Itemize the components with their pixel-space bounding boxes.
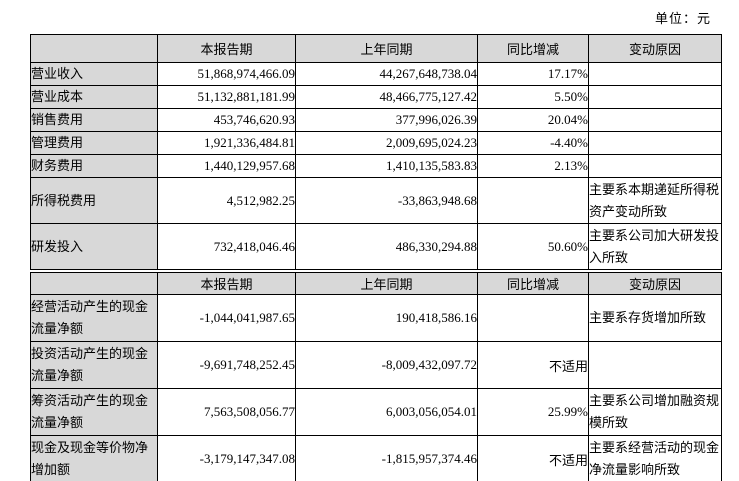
table-row-selling-expenses: 销售费用 453,746,620.93 377,996,026.39 20.04…	[30, 108, 722, 132]
income-statement-table: 本报告期 上年同期 同比增减 变动原因 营业收入 51,868,974,466.…	[30, 34, 722, 270]
change-reason: 主要系本期递延所得税资产变动所致	[588, 177, 722, 224]
yoy-change-value	[477, 294, 589, 342]
change-reason	[588, 108, 722, 132]
table-row-net-cash-increase: 现金及现金等价物净增加额 -3,179,147,347.08 -1,815,95…	[30, 435, 722, 481]
current-period-value: -1,044,041,987.65	[157, 294, 296, 342]
prior-period-value: 486,330,294.88	[295, 223, 478, 270]
table2-header-yoy-change: 同比增减	[477, 272, 589, 295]
table-row-admin-expenses: 管理费用 1,921,336,484.81 2,009,695,024.23 -…	[30, 131, 722, 155]
table-row-rd-investment: 研发投入 732,418,046.46 486,330,294.88 50.60…	[30, 223, 722, 270]
change-reason: 主要系存货增加所致	[588, 294, 722, 342]
row-label: 研发投入	[30, 223, 158, 270]
change-reason	[588, 131, 722, 155]
current-period-value: 7,563,508,056.77	[157, 388, 296, 436]
table1-header-change-reason: 变动原因	[588, 34, 722, 63]
row-label: 财务费用	[30, 154, 158, 178]
prior-period-value: -1,815,957,374.46	[295, 435, 478, 481]
yoy-change-value: 50.60%	[477, 223, 589, 270]
yoy-change-value: 20.04%	[477, 108, 589, 132]
prior-period-value: 48,466,775,127.42	[295, 85, 478, 109]
current-period-value: 51,132,881,181.99	[157, 85, 296, 109]
current-period-value: 1,921,336,484.81	[157, 131, 296, 155]
yoy-change-value: 5.50%	[477, 85, 589, 109]
cash-flow-table: 本报告期 上年同期 同比增减 变动原因 经营活动产生的现金流量净额 -1,044…	[30, 272, 722, 481]
row-label: 经营活动产生的现金流量净额	[30, 294, 158, 342]
yoy-change-value	[477, 177, 589, 224]
table-row-operating-cost: 营业成本 51,132,881,181.99 48,466,775,127.42…	[30, 85, 722, 109]
yoy-change-value: 17.17%	[477, 62, 589, 86]
table2-header-prior-period: 上年同期	[295, 272, 478, 295]
table1-header-blank	[30, 34, 158, 63]
table1-header-yoy-change: 同比增减	[477, 34, 589, 63]
table1-header-row: 本报告期 上年同期 同比增减 变动原因	[30, 34, 722, 63]
change-reason	[588, 341, 722, 389]
yoy-change-value: 不适用	[477, 435, 589, 481]
change-reason: 主要系公司增加融资规模所致	[588, 388, 722, 436]
yoy-change-value: -4.40%	[477, 131, 589, 155]
row-label: 营业成本	[30, 85, 158, 109]
table-row-operating-revenue: 营业收入 51,868,974,466.09 44,267,648,738.04…	[30, 62, 722, 86]
table-row-finance-expenses: 财务费用 1,440,129,957.68 1,410,135,583.83 2…	[30, 154, 722, 178]
change-reason: 主要系公司加大研发投入所致	[588, 223, 722, 270]
current-period-value: 51,868,974,466.09	[157, 62, 296, 86]
current-period-value: 732,418,046.46	[157, 223, 296, 270]
row-label: 销售费用	[30, 108, 158, 132]
prior-period-value: 377,996,026.39	[295, 108, 478, 132]
yoy-change-value: 不适用	[477, 341, 589, 389]
prior-period-value: -33,863,948.68	[295, 177, 478, 224]
current-period-value: 1,440,129,957.68	[157, 154, 296, 178]
table-row-financing-cash-flow: 筹资活动产生的现金流量净额 7,563,508,056.77 6,003,056…	[30, 388, 722, 436]
current-period-value: -3,179,147,347.08	[157, 435, 296, 481]
table2-header-change-reason: 变动原因	[588, 272, 722, 295]
prior-period-value: 190,418,586.16	[295, 294, 478, 342]
table-row-income-tax: 所得税费用 4,512,982.25 -33,863,948.68 主要系本期递…	[30, 177, 722, 224]
change-reason	[588, 85, 722, 109]
prior-period-value: 1,410,135,583.83	[295, 154, 478, 178]
row-label: 现金及现金等价物净增加额	[30, 435, 158, 481]
change-reason: 主要系经营活动的现金净流量影响所致	[588, 435, 722, 481]
table-row-operating-cash-flow: 经营活动产生的现金流量净额 -1,044,041,987.65 190,418,…	[30, 294, 722, 342]
table2-header-blank	[30, 272, 158, 295]
current-period-value: 453,746,620.93	[157, 108, 296, 132]
yoy-change-value: 2.13%	[477, 154, 589, 178]
current-period-value: 4,512,982.25	[157, 177, 296, 224]
prior-period-value: 6,003,056,054.01	[295, 388, 478, 436]
prior-period-value: 2,009,695,024.23	[295, 131, 478, 155]
prior-period-value: 44,267,648,738.04	[295, 62, 478, 86]
table1-header-prior-period: 上年同期	[295, 34, 478, 63]
prior-period-value: -8,009,432,097.72	[295, 341, 478, 389]
row-label: 筹资活动产生的现金流量净额	[30, 388, 158, 436]
table2-header-row: 本报告期 上年同期 同比增减 变动原因	[30, 272, 722, 295]
row-label: 管理费用	[30, 131, 158, 155]
unit-label: 单位：元	[654, 11, 711, 26]
table2-header-current-period: 本报告期	[157, 272, 296, 295]
change-reason	[588, 62, 722, 86]
row-label: 营业收入	[30, 62, 158, 86]
current-period-value: -9,691,748,252.45	[157, 341, 296, 389]
table-row-investing-cash-flow: 投资活动产生的现金流量净额 -9,691,748,252.45 -8,009,4…	[30, 341, 722, 389]
row-label: 投资活动产生的现金流量净额	[30, 341, 158, 389]
row-label: 所得税费用	[30, 177, 158, 224]
table1-header-current-period: 本报告期	[157, 34, 296, 63]
yoy-change-value: 25.99%	[477, 388, 589, 436]
change-reason	[588, 154, 722, 178]
